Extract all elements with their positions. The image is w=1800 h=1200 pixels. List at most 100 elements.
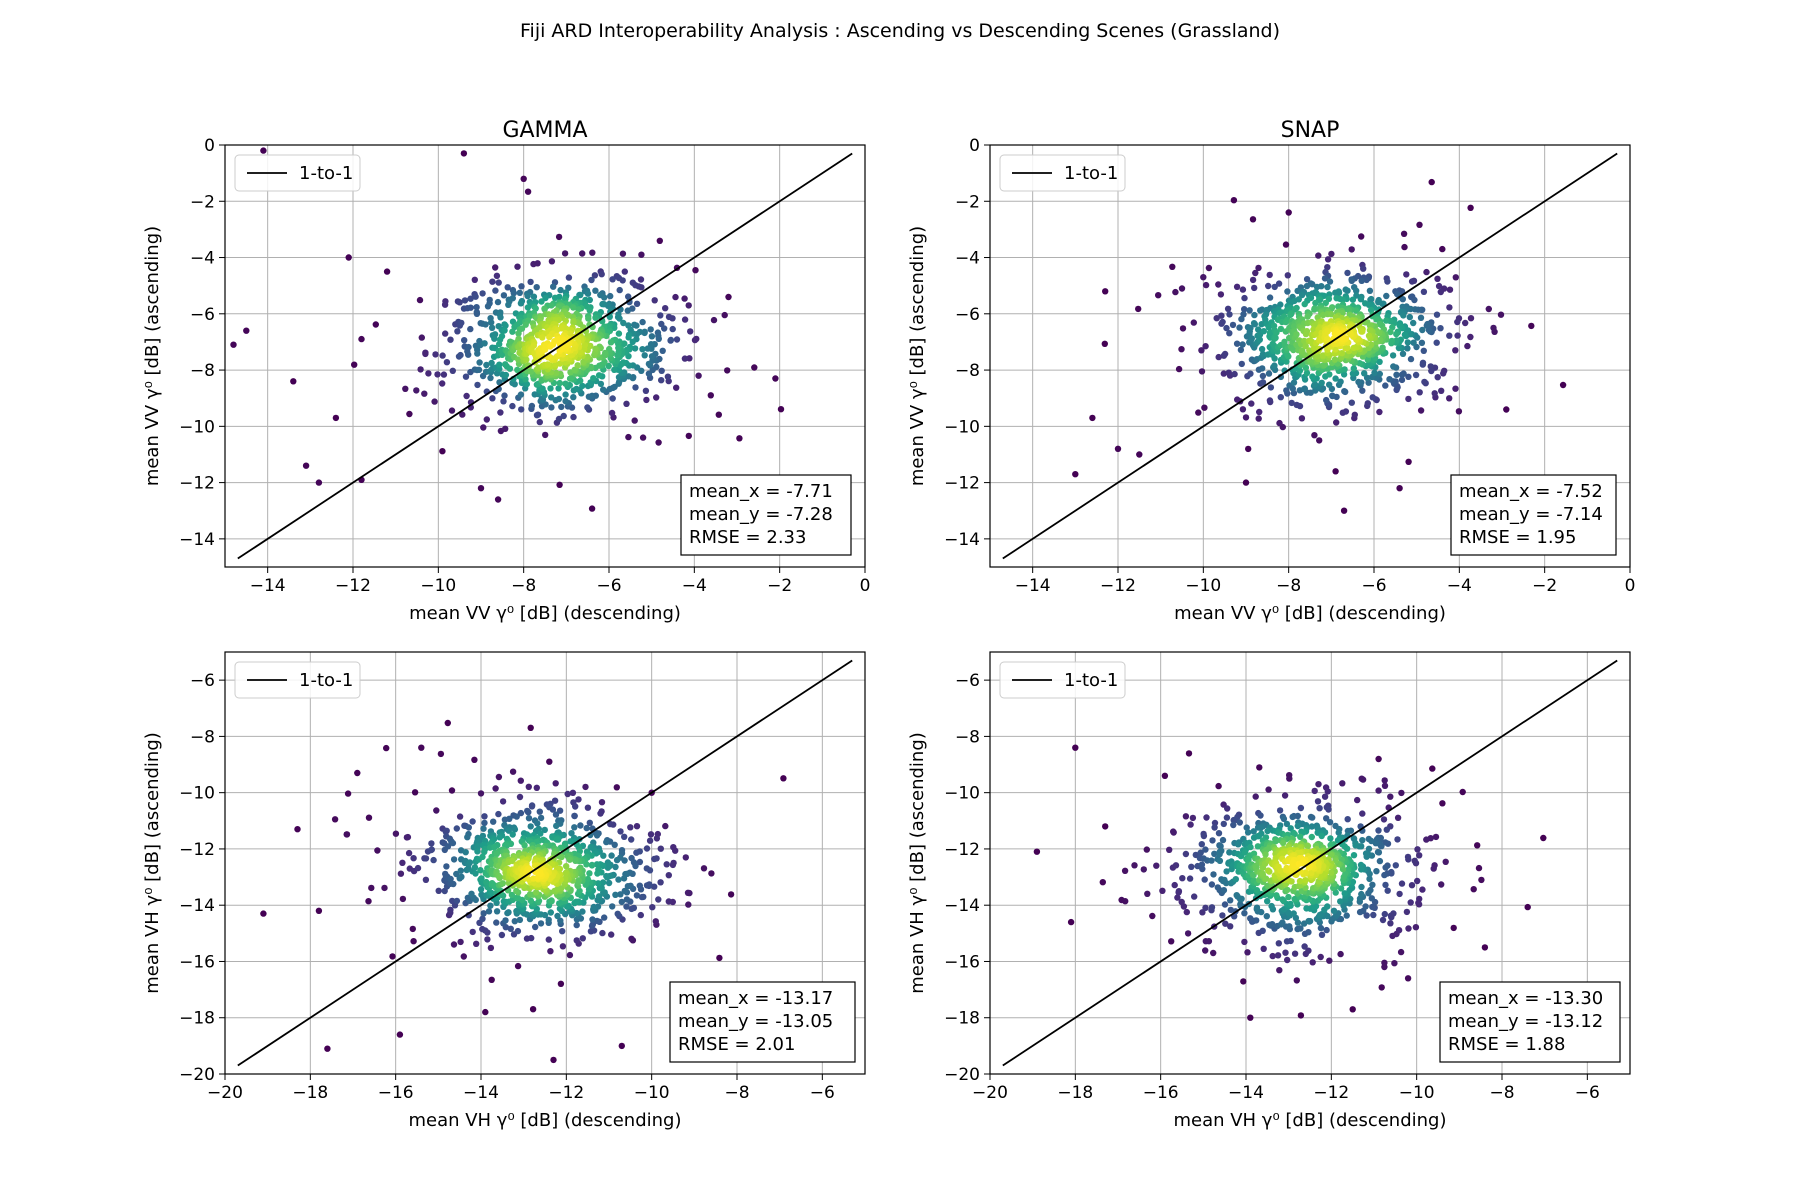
scatter-point bbox=[493, 272, 501, 279]
scatter-point bbox=[620, 319, 627, 327]
scatter-point bbox=[520, 175, 527, 182]
scatter-point bbox=[471, 864, 479, 871]
scatter-point bbox=[518, 406, 525, 413]
scatter-point bbox=[573, 921, 580, 929]
scatter-point bbox=[1311, 381, 1319, 388]
scatter-point bbox=[651, 883, 658, 890]
scatter-point bbox=[584, 404, 591, 411]
scatter-point bbox=[1136, 451, 1143, 458]
scatter-point bbox=[499, 880, 506, 887]
scatter-point bbox=[628, 905, 635, 913]
scatter-point bbox=[1241, 938, 1248, 946]
scatter-point bbox=[1293, 977, 1301, 984]
scatter-point bbox=[588, 505, 596, 512]
scatter-point bbox=[473, 940, 480, 947]
scatter-point bbox=[498, 931, 506, 939]
scatter-point bbox=[439, 380, 446, 387]
scatter-point bbox=[685, 901, 692, 908]
scatter-point bbox=[510, 289, 517, 297]
scatter-point bbox=[606, 345, 613, 353]
scatter-point bbox=[365, 814, 373, 821]
scatter-point bbox=[1239, 286, 1247, 293]
scatter-point bbox=[570, 394, 577, 401]
scatter-point bbox=[517, 300, 525, 307]
scatter-point bbox=[448, 787, 456, 794]
scatter-point bbox=[528, 402, 536, 410]
one-to-one-line bbox=[237, 152, 853, 560]
stats-line: mean_x = -7.52 bbox=[1459, 481, 1603, 502]
scatter-point bbox=[1432, 833, 1440, 841]
scatter-point bbox=[1414, 846, 1421, 853]
scatter-point bbox=[605, 879, 613, 887]
scatter-point bbox=[1226, 849, 1233, 856]
scatter-point bbox=[1269, 921, 1276, 928]
scatter-point bbox=[1233, 892, 1240, 899]
scatter-point bbox=[1439, 800, 1446, 807]
scatter-point bbox=[1294, 919, 1302, 926]
scatter-point bbox=[1149, 912, 1156, 920]
scatter-point bbox=[481, 813, 488, 820]
scatter-point bbox=[1467, 333, 1474, 341]
scatter-point bbox=[1298, 860, 1305, 867]
scatter-point bbox=[1215, 830, 1223, 837]
scatter-point bbox=[1285, 909, 1292, 916]
scatter-point bbox=[631, 345, 639, 352]
scatter-point bbox=[495, 810, 502, 818]
scatter-point bbox=[1317, 953, 1324, 961]
scatter-point bbox=[1348, 246, 1355, 253]
scatter-point bbox=[447, 906, 454, 913]
scatter-point bbox=[1452, 274, 1460, 281]
scatter-point bbox=[1172, 288, 1179, 296]
scatter-point bbox=[565, 284, 572, 291]
scatter-point bbox=[499, 798, 507, 805]
scatter-point bbox=[450, 880, 457, 888]
scatter-point bbox=[672, 293, 679, 301]
scatter-point bbox=[493, 908, 501, 915]
scatter-point bbox=[1252, 269, 1259, 277]
y-tick-label: −8 bbox=[190, 361, 215, 381]
scatter-point bbox=[1364, 400, 1372, 407]
scatter-point bbox=[1359, 387, 1366, 394]
legend: 1-to-1 bbox=[999, 154, 1126, 192]
scatter-point bbox=[468, 890, 475, 897]
scatter-point bbox=[1379, 344, 1386, 351]
scatter-point bbox=[464, 834, 471, 841]
scatter-point bbox=[477, 867, 484, 874]
scatter-point bbox=[461, 337, 468, 344]
scatter-point bbox=[549, 341, 557, 348]
x-tick-label: −10 bbox=[1185, 576, 1221, 596]
scatter-point bbox=[585, 393, 593, 400]
scatter-point bbox=[601, 294, 608, 301]
scatter-point bbox=[525, 809, 532, 816]
scatter-point bbox=[1396, 485, 1403, 492]
scatter-point bbox=[565, 902, 572, 909]
scatter-point bbox=[1393, 330, 1400, 338]
scatter-point bbox=[1179, 325, 1187, 332]
legend-box bbox=[234, 154, 361, 192]
scatter-point bbox=[1412, 924, 1420, 931]
scatter-point bbox=[556, 481, 563, 488]
scatter-point bbox=[463, 392, 470, 400]
scatter-point bbox=[1266, 294, 1274, 301]
scatter-point bbox=[1249, 216, 1257, 223]
scatter-point bbox=[1324, 264, 1331, 271]
scatter-point bbox=[665, 313, 673, 321]
scatter-point bbox=[1433, 339, 1440, 346]
scatter-point bbox=[1272, 334, 1279, 342]
scatter-point bbox=[1428, 178, 1435, 186]
scatter-point bbox=[1195, 409, 1202, 416]
x-tick-label: −6 bbox=[1361, 576, 1386, 596]
scatter-point bbox=[260, 910, 267, 917]
stats-frame bbox=[1450, 474, 1617, 556]
scatter-point bbox=[1324, 903, 1331, 910]
scatter-point bbox=[1295, 296, 1303, 303]
scatter-point bbox=[579, 250, 586, 257]
scatter-point bbox=[1387, 920, 1394, 927]
scatter-point bbox=[1302, 330, 1310, 338]
scatter-point bbox=[573, 385, 580, 393]
scatter-point bbox=[1239, 406, 1247, 413]
x-tick-label: −12 bbox=[548, 1083, 584, 1103]
scatter-point bbox=[575, 877, 582, 884]
scatter-point bbox=[1253, 904, 1261, 911]
scatter-point bbox=[777, 406, 785, 413]
